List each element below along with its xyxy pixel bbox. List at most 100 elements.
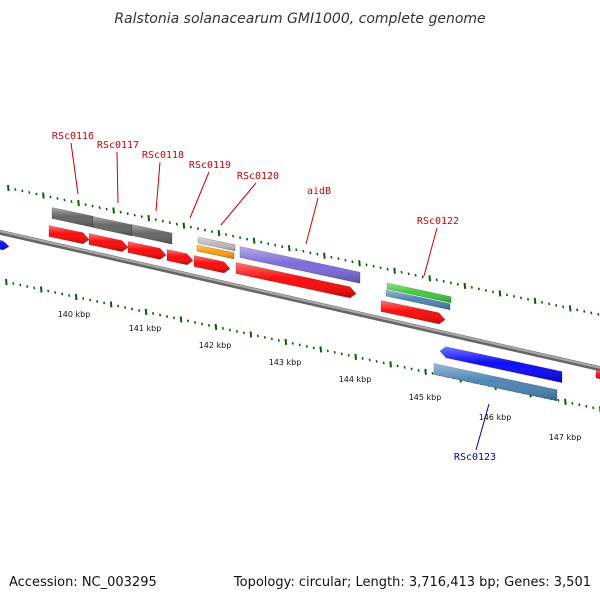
minor-tick [519,296,523,300]
minor-tick [337,257,340,261]
minor-tick [316,252,319,256]
scale-label: 140 kbp [58,310,91,319]
minor-tick [505,293,509,297]
gene-bar-rsc0120-shine [198,237,235,251]
minor-tick [449,281,452,285]
minor-tick [256,334,259,338]
minor-tick [70,200,73,203]
minor-tick [351,260,354,264]
accession-text: Accession: NC_003295 [9,575,157,590]
minor-tick [456,282,459,286]
minor-tick [126,212,129,215]
major-tick [287,245,291,252]
minor-tick [168,221,171,225]
gene-bar-rsc0122 [386,282,452,304]
gene-bar-rsc0116 [51,207,94,228]
genome-summary-text: Topology: circular; Length: 3,716,413 bp… [233,575,591,590]
scale-label: 143 kbp [269,358,302,367]
gene-bar-aidb [239,246,361,284]
minor-tick [133,213,136,217]
major-tick [144,308,148,316]
gene-bar-rsc0123-shine [434,363,557,401]
cds-rsc0120 [193,255,231,274]
major-tick [5,278,8,286]
minor-tick [344,258,347,262]
gene-label-leader [305,197,319,245]
minor-tick [165,315,169,318]
gene-label: RSc0122 [417,216,459,227]
genome-backbone [0,229,600,372]
minor-tick [512,294,516,298]
scale-label-layer: 140 kbp 141 kbp 142 kbp 143 kbp 144 kbp 145 k… [58,310,582,442]
misc-feature-rsc0120 [196,244,235,260]
minor-tick [151,312,155,315]
minor-tick [382,361,385,365]
major-tick [284,338,288,346]
major-tick [319,346,323,353]
minor-tick [246,237,249,241]
misc-feature-rsc0122-shine [386,290,450,310]
minor-tick [224,233,228,237]
minor-tick [231,234,235,238]
minor-tick [410,367,413,371]
minor-tick [186,319,190,323]
minor-tick [597,313,600,316]
minor-tick [221,327,225,330]
backbone-highlight [0,230,600,369]
minor-tick [28,191,31,194]
cds-rsc0117-shine [89,233,128,252]
minor-tick [578,403,581,407]
major-tick [74,293,78,301]
minor-tick [82,297,85,300]
minor-tick [161,219,164,223]
minor-tick [260,240,263,244]
cds-rsc0119 [166,249,194,266]
map-title: Ralstonia solanacearum GMI1000, complete… [114,11,485,27]
major-tick [214,323,218,331]
cds-rsc0123-shine [440,346,562,383]
minor-tick [302,249,305,253]
gene-bar-rsc0122-shine [387,283,451,303]
gene-label: RSc0120 [237,171,279,182]
cds-rsc0120-shine [194,255,230,273]
minor-tick [103,301,106,305]
gene-label: RSc0119 [189,160,231,171]
gene-bar-rsc0117 [92,216,133,237]
minor-tick [309,251,312,255]
major-tick [112,207,115,214]
minor-tick [267,242,270,246]
minor-tick [407,272,410,276]
minor-tick [375,359,378,363]
major-tick [358,260,361,267]
minor-tick [372,264,375,268]
edge-red-gene [595,369,600,380]
cds-rsc0123 [439,346,563,383]
edge-blue-gene [0,239,10,251]
minor-tick [340,352,343,356]
gene-bar-rsc0118 [131,224,173,245]
minor-tick [131,307,134,311]
gene-bar-rsc0123 [433,363,558,402]
gene-bar-rsc0116-shine [52,207,93,228]
minor-tick [124,306,127,309]
minor-tick [84,203,87,206]
minor-tick [477,287,480,291]
gene-label: RSc0116 [52,131,94,142]
minor-tick [239,236,242,240]
major-tick [7,184,10,192]
upper-tick-row [7,184,600,316]
minor-tick [91,204,94,208]
minor-tick [270,337,273,341]
major-tick [77,199,80,207]
cds-rsc0117 [88,233,129,252]
minor-tick [281,245,284,249]
minor-tick [431,371,434,375]
gene-bar-rsc0120 [197,236,236,252]
minor-tick [193,321,197,324]
minor-tick [491,290,495,294]
minor-tick [414,273,417,277]
gene-label-leader [116,151,119,204]
minor-tick [89,298,92,302]
minor-tick [396,364,399,368]
